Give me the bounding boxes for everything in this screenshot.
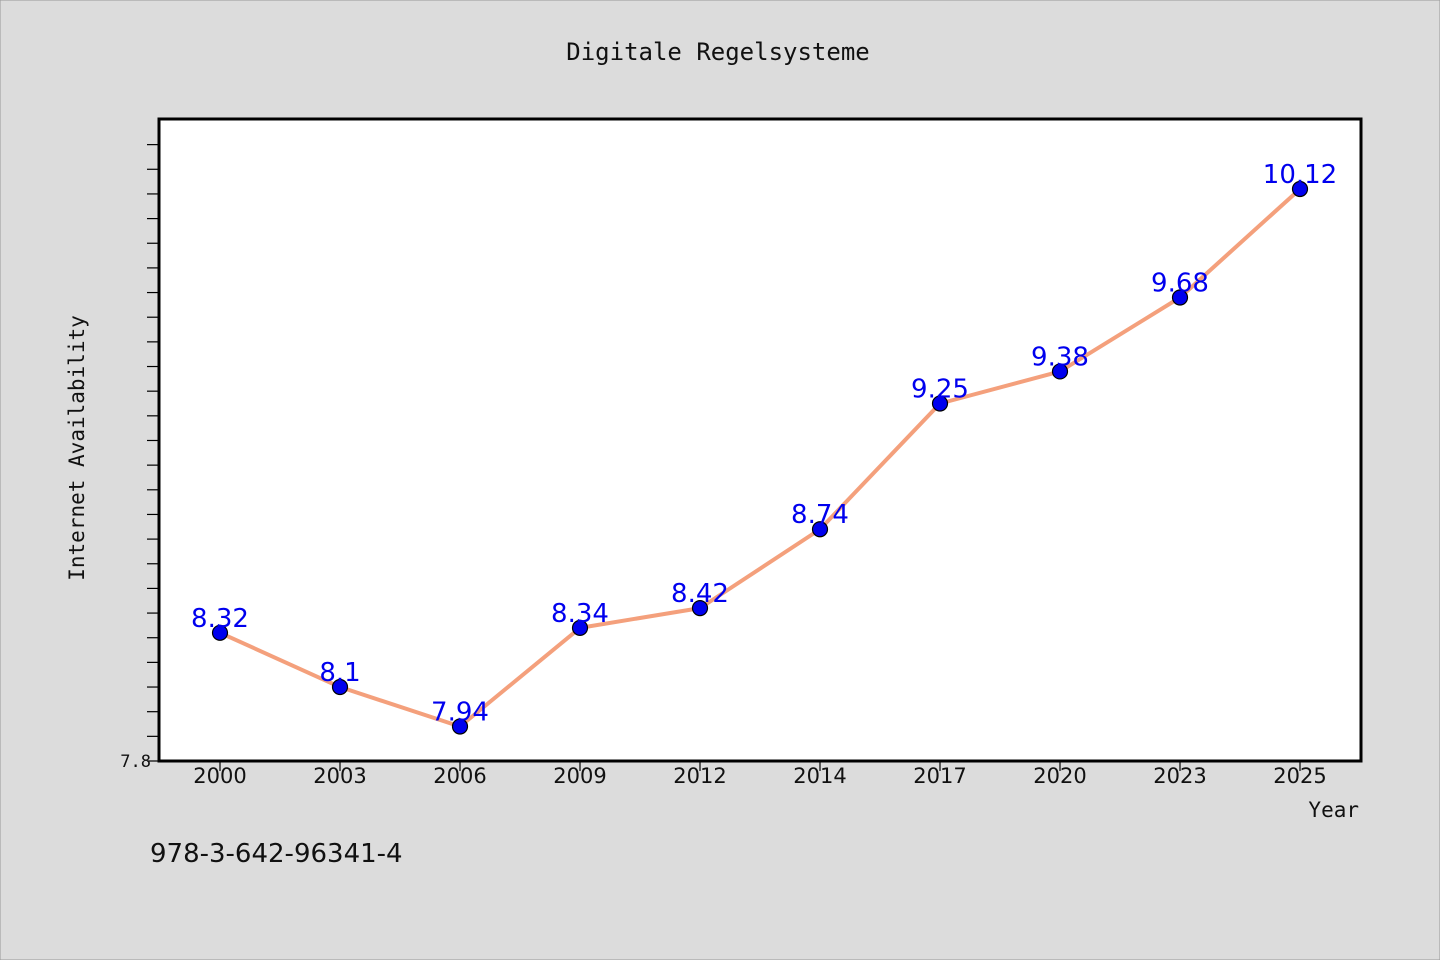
series-line-group: [219, 187, 1302, 729]
data-label: 8.34: [551, 599, 609, 629]
data-label: 9.25: [911, 375, 969, 405]
chart-title: Digitale Regelsysteme: [566, 38, 869, 66]
data-label: 8.1: [319, 658, 360, 688]
data-label: 7.94: [431, 697, 489, 727]
data-point: [1171, 289, 1189, 306]
data-point: [1291, 180, 1309, 198]
y-tick-label: 7.8: [120, 752, 151, 772]
data-point: [691, 600, 709, 617]
series-line: [219, 187, 1302, 729]
x-axis-label: Year: [1308, 798, 1359, 822]
y-axis-ticks: 7.8: [120, 144, 159, 772]
y-axis-label: Internet Availability: [65, 315, 89, 581]
data-label: 8.74: [791, 500, 849, 530]
x-tick-label: 2025: [1273, 764, 1326, 788]
data-label: 10.12: [1263, 160, 1337, 190]
x-tick-label: 2012: [673, 764, 726, 788]
x-tick-label: 2003: [313, 764, 366, 788]
plot-area: [157, 117, 1363, 763]
data-label: 8.32: [191, 604, 249, 634]
series-markers: [211, 180, 1309, 735]
x-tick-label: 2000: [193, 764, 246, 788]
x-tick-label: 2006: [433, 764, 486, 788]
footer-code: 978-3-642-96341-4: [150, 839, 403, 869]
data-point: [1051, 363, 1069, 380]
data-point: [931, 395, 949, 412]
data-label: 9.68: [1151, 268, 1209, 298]
x-axis-ticks: 2000 2003 2006 2009 2012 2014 2017 2020 2023 2025: [193, 761, 1327, 788]
x-tick-label: 2009: [553, 764, 606, 788]
data-labels: 8.32 8.1 7.94 8.34 8.42 8.74 9.25 9.38 9.68 10.12: [191, 160, 1337, 727]
data-point: [811, 521, 829, 538]
x-tick-label: 2017: [913, 764, 966, 788]
data-label: 8.42: [671, 579, 729, 609]
x-tick-label: 2014: [793, 764, 846, 788]
data-label: 9.38: [1031, 342, 1089, 372]
data-point: [211, 624, 229, 641]
data-point: [571, 619, 589, 636]
x-tick-label: 2020: [1033, 764, 1086, 788]
data-point: [331, 678, 349, 696]
x-tick-label: 2023: [1153, 764, 1206, 788]
data-point: [451, 718, 469, 735]
